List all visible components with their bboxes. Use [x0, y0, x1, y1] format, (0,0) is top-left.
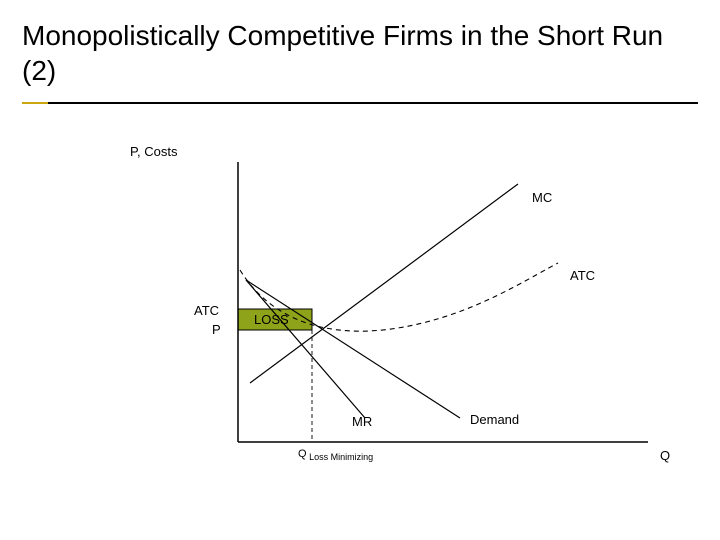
- page-title: Monopolistically Competitive Firms in th…: [22, 18, 682, 88]
- x-tick-q-main: Q: [298, 448, 307, 460]
- econ-chart: P, Costs MC ATC Demand MR ATC P Q Q Loss…: [140, 150, 660, 490]
- atc-label: ATC: [570, 268, 595, 283]
- slide: Monopolistically Competitive Firms in th…: [0, 0, 720, 540]
- x-tick-q-sub: Loss Minimizing: [307, 452, 374, 462]
- mc-label: MC: [532, 190, 552, 205]
- mr-curve: [246, 280, 365, 418]
- title-accent: [22, 102, 48, 104]
- chart-svg: [140, 150, 660, 490]
- x-axis-label-right: Q: [660, 448, 670, 463]
- y-tick-atc: ATC: [194, 303, 219, 318]
- mc-curve: [250, 184, 518, 383]
- y-axis-label: P, Costs: [130, 144, 177, 159]
- title-rule: [22, 102, 698, 104]
- loss-label: LOSS: [254, 312, 289, 327]
- demand-curve: [246, 280, 460, 418]
- y-tick-p: P: [212, 322, 221, 337]
- mr-label: MR: [352, 414, 372, 429]
- x-tick-q: Q Loss Minimizing: [298, 448, 373, 462]
- demand-label: Demand: [470, 412, 519, 427]
